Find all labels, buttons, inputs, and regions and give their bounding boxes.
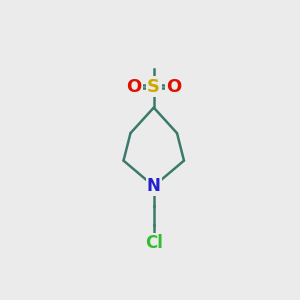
Text: S: S xyxy=(147,78,160,96)
Text: Cl: Cl xyxy=(145,234,163,252)
Text: O: O xyxy=(126,78,142,96)
Text: N: N xyxy=(147,177,161,195)
Text: O: O xyxy=(166,78,181,96)
